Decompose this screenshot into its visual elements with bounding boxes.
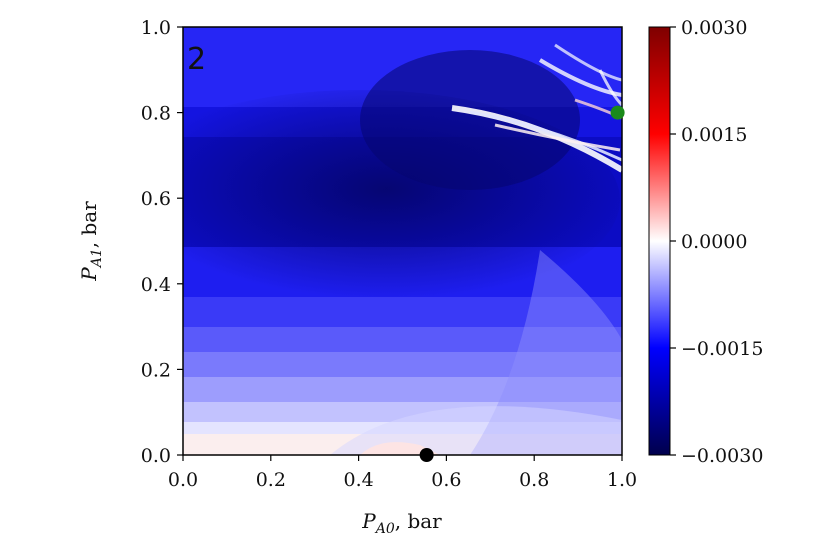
x-tick-label: 0.6 xyxy=(431,469,461,491)
markers xyxy=(419,105,625,462)
colorbar-tick-label: −0.0015 xyxy=(681,338,763,360)
colorbar-tick-label: 0.0030 xyxy=(681,17,747,39)
y-tick-label: 0.4 xyxy=(141,274,171,296)
y-tick-label: 0.8 xyxy=(141,103,171,125)
panel-label: 2 xyxy=(187,42,206,77)
colorbar-ticks: −0.0030 −0.0015 0.0000 0.0015 0.0030 xyxy=(670,17,763,467)
colorbar-gradient xyxy=(648,26,671,456)
colorbar-tick-label: 0.0000 xyxy=(681,231,747,253)
y-axis-label: PA1, bar xyxy=(77,201,105,282)
x-tick-label: 0.4 xyxy=(343,469,373,491)
x-tick-label: 0.8 xyxy=(519,469,549,491)
x-axis-label: PA0, bar xyxy=(361,509,442,537)
x-axis: 0.0 0.2 0.4 0.6 0.8 1.0 xyxy=(168,455,637,491)
x-tick-label: 1.0 xyxy=(607,469,637,491)
green-point xyxy=(610,105,625,120)
black-point xyxy=(419,448,434,462)
y-tick-label: 1.0 xyxy=(141,17,171,39)
colorbar-tick-label: 0.0015 xyxy=(681,124,747,146)
y-axis: 0.0 0.2 0.4 0.6 0.8 1.0 xyxy=(141,17,183,467)
colorbar: −0.0030 −0.0015 0.0000 0.0015 0.0030 xyxy=(648,17,763,467)
y-tick-label: 0.0 xyxy=(141,445,171,467)
y-tick-label: 0.6 xyxy=(141,188,171,210)
plot-frame xyxy=(182,26,623,456)
colorbar-tick-label: −0.0030 xyxy=(681,445,763,467)
heatmap-field xyxy=(183,27,622,455)
heatmap-plot-area: 2 xyxy=(182,26,625,462)
x-tick-label: 0.2 xyxy=(256,469,286,491)
y-tick-label: 0.2 xyxy=(141,359,171,381)
x-tick-label: 0.0 xyxy=(168,469,198,491)
